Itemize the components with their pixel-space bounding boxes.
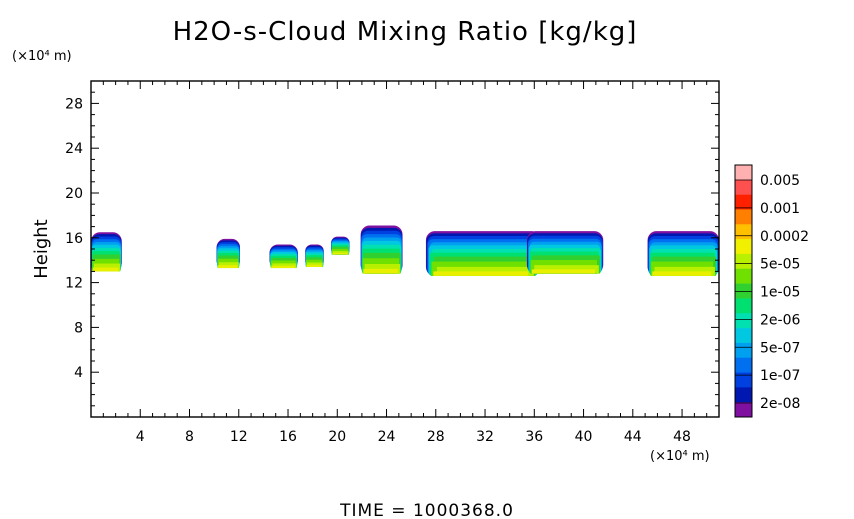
cloud-band (364, 264, 401, 274)
cloud-region (360, 225, 403, 274)
y-axis-label: Height (31, 219, 52, 279)
colorbar-swatch (735, 268, 752, 284)
cloud-band (92, 267, 119, 272)
colorbar-swatch (735, 372, 752, 388)
cloud-region (331, 236, 350, 255)
colorbar-label: 5e-07 (760, 340, 800, 356)
cloud-region (647, 231, 719, 276)
y-tick-label: 16 (65, 231, 83, 247)
x-tick-label: 36 (525, 429, 543, 445)
colorbar-swatch (735, 328, 752, 344)
x-tick-label: 44 (624, 429, 642, 445)
colorbar-swatch (735, 342, 752, 359)
colorbar-swatch (735, 165, 752, 181)
colorbar-label: 5e-05 (760, 257, 800, 273)
y-tick-label: 12 (65, 276, 83, 292)
cloud-region (305, 244, 324, 267)
colorbar-swatch (735, 357, 752, 373)
cloud-field (91, 225, 719, 276)
x-axis-ticks: 4 8 12 16 20 24 28 32 36 40 44 48 (102, 81, 708, 445)
colorbar-swatch (735, 194, 752, 210)
colorbar-label: 1e-07 (760, 368, 800, 384)
y-tick-label: 8 (74, 320, 83, 336)
colorbar-label: 0.001 (760, 201, 800, 217)
cloud-band (218, 265, 238, 269)
x-tick-label: 32 (476, 429, 494, 445)
colorbar: 0.005 0.001 0.0002 5e-05 1e-05 2e-06 5e-07 1e-0… (734, 164, 809, 418)
x-axis-unit: (×10⁴ m) (650, 449, 710, 464)
x-tick-label: 28 (427, 429, 445, 445)
x-tick-label: 4 (136, 429, 145, 445)
cloud-band (531, 269, 596, 274)
x-tick-label: 24 (378, 429, 396, 445)
cloud-band (534, 265, 599, 274)
time-label: TIME = 1000368.0 (339, 501, 514, 519)
colorbar-swatch (735, 402, 752, 418)
x-tick-label: 48 (673, 429, 691, 445)
cloud-region (269, 244, 298, 269)
cloud-band (652, 271, 712, 276)
x-tick-label: 12 (230, 429, 248, 445)
x-tick-label: 16 (279, 429, 297, 445)
x-tick-label: 40 (575, 429, 593, 445)
cloud-region (216, 238, 240, 269)
y-tick-label: 20 (65, 186, 83, 202)
colorbar-label: 2e-06 (760, 312, 800, 328)
colorbar-swatch (735, 313, 752, 329)
colorbar-label: 2e-08 (760, 396, 800, 412)
cloud-band (433, 271, 529, 276)
plot-frame (90, 80, 720, 418)
cloud-region (526, 231, 604, 274)
colorbar-frame (734, 164, 753, 418)
cloud-band (271, 265, 295, 269)
y-tick-label: 28 (65, 96, 83, 112)
cloud-band (363, 268, 399, 274)
x-tick-label: 8 (185, 429, 194, 445)
y-axis-unit: (×10⁴ m) (12, 49, 72, 64)
x-tick-label: 20 (328, 429, 346, 445)
colorbar-label: 1e-05 (760, 285, 800, 301)
colorbar-swatch (735, 298, 752, 314)
y-tick-label: 4 (74, 365, 83, 381)
colorbar-swatch (735, 253, 752, 270)
chart-title: H2O-s-Cloud Mixing Ratio [kg/kg] (173, 17, 638, 47)
colorbar-swatch (735, 179, 752, 195)
colorbar-swatch (735, 209, 752, 225)
cloud-region (425, 231, 541, 276)
y-tick-label: 24 (65, 141, 83, 157)
cloud-band (93, 263, 121, 272)
cloud-band (332, 252, 348, 255)
colorbar-swatch (735, 224, 752, 240)
colorbar-label: 0.005 (760, 173, 800, 189)
y-axis-ticks: 4 8 12 16 20 24 28 (65, 91, 719, 407)
colorbar-swatch (735, 239, 752, 255)
colorbar-swatch (735, 387, 752, 403)
cloud-band (306, 264, 322, 267)
cloud-region (91, 232, 122, 272)
colorbar-label: 0.0002 (760, 229, 809, 245)
